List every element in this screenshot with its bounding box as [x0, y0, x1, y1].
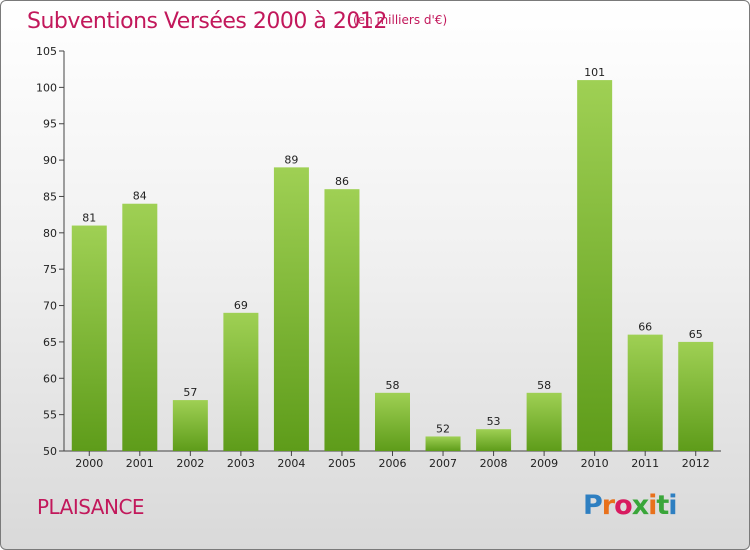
place-name: PLAISANCE — [37, 495, 145, 519]
x-tick-label: 2009 — [530, 457, 558, 470]
value-label: 101 — [584, 66, 605, 79]
value-label: 81 — [82, 212, 96, 225]
chart-bars — [71, 80, 714, 451]
y-tick-label: 85 — [43, 190, 57, 203]
chart-axes: 50 55 60 65 70 75 80 85 90 95 100 105 — [36, 45, 721, 458]
y-tick-label: 55 — [43, 409, 57, 422]
y-tick-label: 105 — [36, 45, 57, 58]
bar-2012 — [678, 341, 714, 451]
value-label: 58 — [537, 379, 551, 392]
bar-2011 — [627, 334, 663, 451]
bar-2007 — [425, 436, 461, 451]
bar-2002 — [172, 400, 208, 451]
x-tick-label: 2007 — [429, 457, 457, 470]
chart-subtitle: (en milliers d'€) — [353, 13, 448, 27]
value-label: 89 — [284, 153, 298, 166]
value-label: 66 — [638, 321, 652, 334]
value-label: 84 — [133, 190, 147, 203]
bar-2010 — [577, 80, 613, 451]
y-tick-label: 50 — [43, 445, 57, 458]
x-tick-label: 2005 — [328, 457, 356, 470]
bar-2009 — [526, 392, 562, 451]
y-tick-label: 95 — [43, 118, 57, 131]
y-tick-label: 65 — [43, 336, 57, 349]
chart-labels: 2000 81 2001 84 2002 57 2003 69 2004 89 2005 86 2006… — [75, 66, 709, 470]
bar-2004 — [273, 167, 309, 451]
bar-2001 — [122, 203, 158, 451]
x-tick-label: 2012 — [682, 457, 710, 470]
y-tick-label: 75 — [43, 263, 57, 276]
y-tick-label: 70 — [43, 300, 57, 313]
value-label: 69 — [234, 299, 248, 312]
x-tick-label: 2011 — [631, 457, 659, 470]
bar-2008 — [476, 429, 512, 451]
y-tick-label: 60 — [43, 372, 57, 385]
x-tick-label: 2000 — [75, 457, 103, 470]
value-label: 86 — [335, 175, 349, 188]
y-tick-label: 100 — [36, 81, 57, 94]
proxiti-logo: Proxiti — [583, 490, 678, 521]
bar-2005 — [324, 189, 360, 451]
value-label: 52 — [436, 422, 450, 435]
x-tick-label: 2001 — [126, 457, 154, 470]
x-tick-label: 2003 — [227, 457, 255, 470]
x-tick-label: 2008 — [480, 457, 508, 470]
chart-title: Subventions Versées 2000 à 2012 — [27, 9, 387, 34]
value-label: 57 — [183, 386, 197, 399]
bar-2003 — [223, 312, 259, 451]
bar-2000 — [71, 225, 107, 451]
x-tick-label: 2006 — [379, 457, 407, 470]
bar-2006 — [375, 392, 410, 451]
value-label: 65 — [689, 328, 703, 341]
x-tick-label: 2004 — [277, 457, 305, 470]
value-label: 53 — [487, 415, 501, 428]
value-label: 58 — [386, 379, 400, 392]
x-tick-label: 2010 — [581, 457, 609, 470]
y-tick-label: 90 — [43, 154, 57, 167]
x-tick-label: 2002 — [176, 457, 204, 470]
y-tick-label: 80 — [43, 227, 57, 240]
